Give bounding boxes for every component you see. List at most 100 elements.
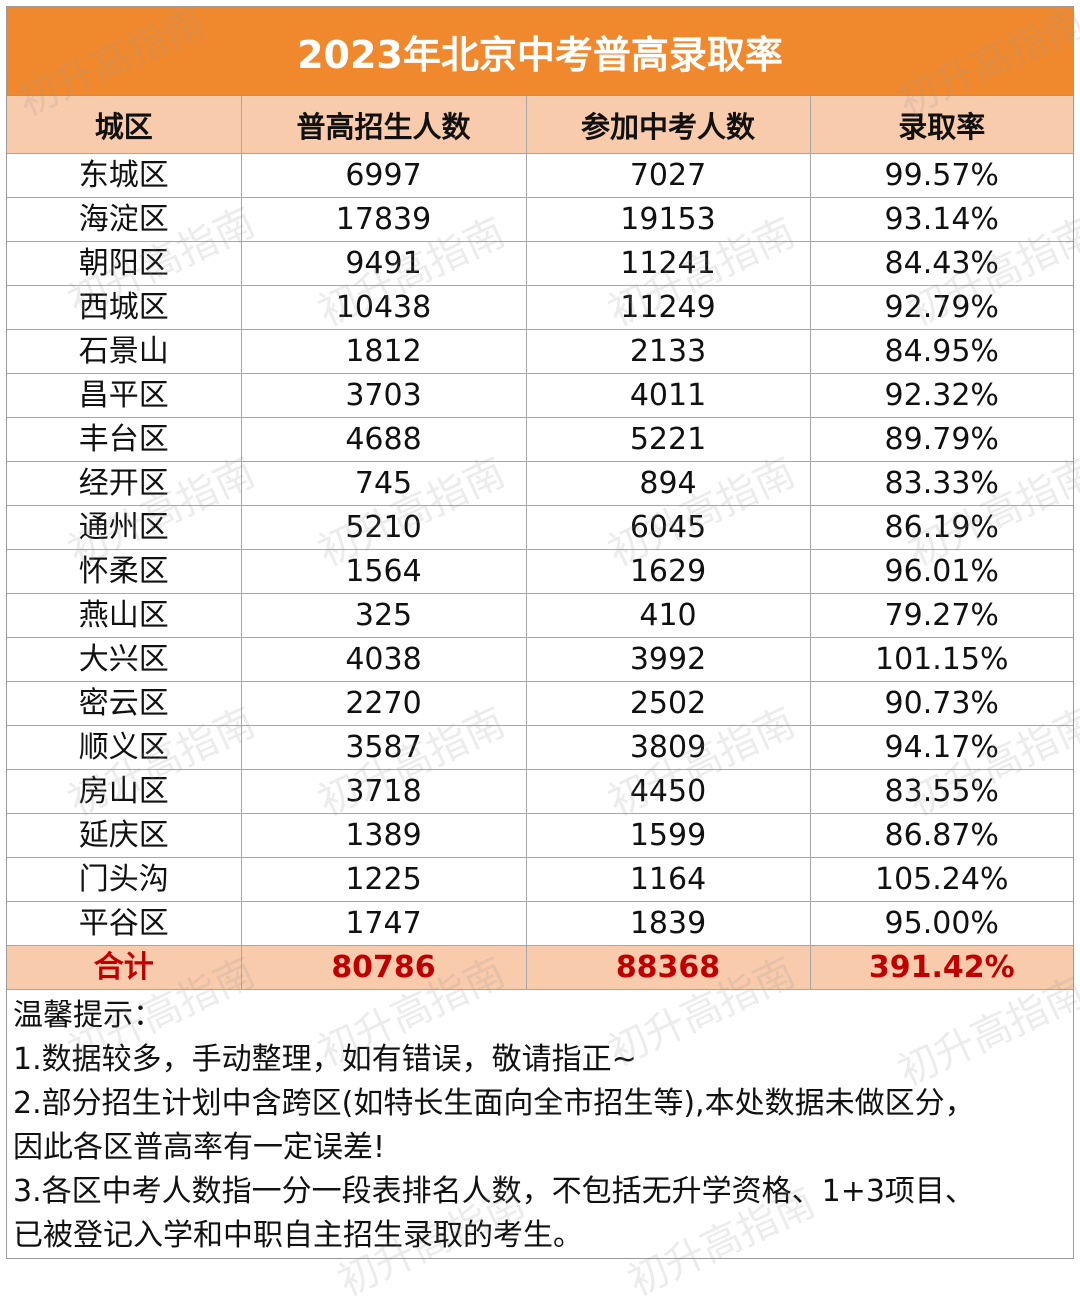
cell-rate: 79.27% (809, 593, 1073, 638)
table-row: 大兴区 4038 3992 101.15% (7, 637, 1073, 682)
cell-enrollment: 1225 (240, 857, 527, 902)
cell-rate: 101.15% (809, 637, 1073, 682)
cell-district: 通州区 (7, 505, 242, 550)
cell-examinees: 11249 (525, 285, 811, 330)
cell-rate: 90.73% (809, 681, 1073, 726)
total-examinees: 88368 (525, 945, 811, 990)
cell-enrollment: 2270 (240, 681, 527, 726)
table-row: 房山区 3718 4450 83.55% (7, 769, 1073, 814)
cell-district: 燕山区 (7, 593, 242, 638)
cell-rate: 86.87% (809, 813, 1073, 858)
note-line: 因此各区普高率有一定误差! (13, 1130, 386, 1165)
cell-examinees: 3992 (525, 637, 811, 682)
cell-examinees: 2133 (525, 329, 811, 374)
cell-examinees: 7027 (525, 153, 811, 198)
document-sheet: 2023年北京中考普高录取率 城区 普高招生人数 参加中考人数 录取率 东城区 6… (6, 6, 1074, 1259)
cell-district: 大兴区 (7, 637, 242, 682)
cell-examinees: 6045 (525, 505, 811, 550)
cell-examinees: 19153 (525, 197, 811, 242)
page-title: 2023年北京中考普高录取率 (7, 7, 1073, 96)
cell-rate: 92.79% (809, 285, 1073, 330)
cell-rate: 89.79% (809, 417, 1073, 462)
cell-rate: 83.33% (809, 461, 1073, 506)
cell-district: 顺义区 (7, 725, 242, 770)
cell-examinees: 5221 (525, 417, 811, 462)
table-row: 门头沟 1225 1164 105.24% (7, 857, 1073, 902)
note-line: 2.部分招生计划中含跨区(如特长生面向全市招生等),本处数据未做区分， (13, 1086, 975, 1121)
column-header-enrollment: 普高招生人数 (240, 96, 527, 154)
table-row: 通州区 5210 6045 86.19% (7, 505, 1073, 550)
table-row: 朝阳区 9491 11241 84.43% (7, 241, 1073, 286)
cell-district: 西城区 (7, 285, 242, 330)
total-label: 合计 (7, 945, 242, 990)
column-header-rate: 录取率 (809, 96, 1073, 154)
table-row: 丰台区 4688 5221 89.79% (7, 417, 1073, 462)
cell-enrollment: 17839 (240, 197, 527, 242)
cell-district: 朝阳区 (7, 241, 242, 286)
cell-enrollment: 325 (240, 593, 527, 638)
cell-enrollment: 1812 (240, 329, 527, 374)
cell-enrollment: 4038 (240, 637, 527, 682)
cell-rate: 84.95% (809, 329, 1073, 374)
cell-rate: 92.32% (809, 373, 1073, 418)
cell-enrollment: 1564 (240, 549, 527, 594)
cell-examinees: 1629 (525, 549, 811, 594)
total-rate: 391.42% (809, 945, 1073, 990)
cell-enrollment: 1389 (240, 813, 527, 858)
cell-rate: 83.55% (809, 769, 1073, 814)
total-row: 合计 80786 88368 391.42% (7, 945, 1073, 990)
cell-rate: 84.43% (809, 241, 1073, 286)
cell-district: 房山区 (7, 769, 242, 814)
admission-rate-table: 城区 普高招生人数 参加中考人数 录取率 东城区 6997 7027 99.57% 海淀… (7, 96, 1073, 990)
note-line: 3.各区中考人数指一分一段表排名人数，不包括无升学资格、1+3项目、 (13, 1174, 975, 1209)
notes-heading: 温馨提示： (13, 998, 163, 1033)
cell-district: 海淀区 (7, 197, 242, 242)
cell-district: 东城区 (7, 153, 242, 198)
cell-district: 昌平区 (7, 373, 242, 418)
table-header-row: 城区 普高招生人数 参加中考人数 录取率 (7, 96, 1073, 154)
cell-examinees: 1599 (525, 813, 811, 858)
table-row: 燕山区 325 410 79.27% (7, 593, 1073, 638)
table-row: 海淀区 17839 19153 93.14% (7, 197, 1073, 242)
cell-enrollment: 10438 (240, 285, 527, 330)
table-row: 顺义区 3587 3809 94.17% (7, 725, 1073, 770)
cell-enrollment: 9491 (240, 241, 527, 286)
cell-rate: 99.57% (809, 153, 1073, 198)
cell-enrollment: 1747 (240, 901, 527, 946)
cell-enrollment: 4688 (240, 417, 527, 462)
table-row: 昌平区 3703 4011 92.32% (7, 373, 1073, 418)
cell-enrollment: 3587 (240, 725, 527, 770)
cell-rate: 86.19% (809, 505, 1073, 550)
column-header-examinees: 参加中考人数 (525, 96, 811, 154)
cell-district: 丰台区 (7, 417, 242, 462)
cell-examinees: 3809 (525, 725, 811, 770)
cell-examinees: 410 (525, 593, 811, 638)
cell-district: 平谷区 (7, 901, 242, 946)
cell-rate: 95.00% (809, 901, 1073, 946)
cell-examinees: 4450 (525, 769, 811, 814)
cell-enrollment: 6997 (240, 153, 527, 198)
cell-rate: 93.14% (809, 197, 1073, 242)
cell-rate: 96.01% (809, 549, 1073, 594)
cell-examinees: 2502 (525, 681, 811, 726)
table-row: 东城区 6997 7027 99.57% (7, 153, 1073, 198)
cell-enrollment: 3703 (240, 373, 527, 418)
cell-enrollment: 745 (240, 461, 527, 506)
table-row: 平谷区 1747 1839 95.00% (7, 901, 1073, 946)
cell-district: 门头沟 (7, 857, 242, 902)
cell-examinees: 4011 (525, 373, 811, 418)
cell-rate: 105.24% (809, 857, 1073, 902)
cell-district: 怀柔区 (7, 549, 242, 594)
table-row: 石景山 1812 2133 84.95% (7, 329, 1073, 374)
cell-district: 密云区 (7, 681, 242, 726)
cell-district: 延庆区 (7, 813, 242, 858)
cell-examinees: 1164 (525, 857, 811, 902)
cell-examinees: 894 (525, 461, 811, 506)
cell-enrollment: 3718 (240, 769, 527, 814)
table-row: 密云区 2270 2502 90.73% (7, 681, 1073, 726)
cell-examinees: 1839 (525, 901, 811, 946)
notes-section: 温馨提示： 1.数据较多，手动整理，如有错误，敬请指正~ 2.部分招生计划中含跨区(… (7, 990, 1073, 1258)
table-row: 西城区 10438 11249 92.79% (7, 285, 1073, 330)
note-line: 1.数据较多，手动整理，如有错误，敬请指正~ (13, 1042, 637, 1077)
note-line: 已被登记入学和中职自主招生录取的考生。 (13, 1218, 583, 1253)
